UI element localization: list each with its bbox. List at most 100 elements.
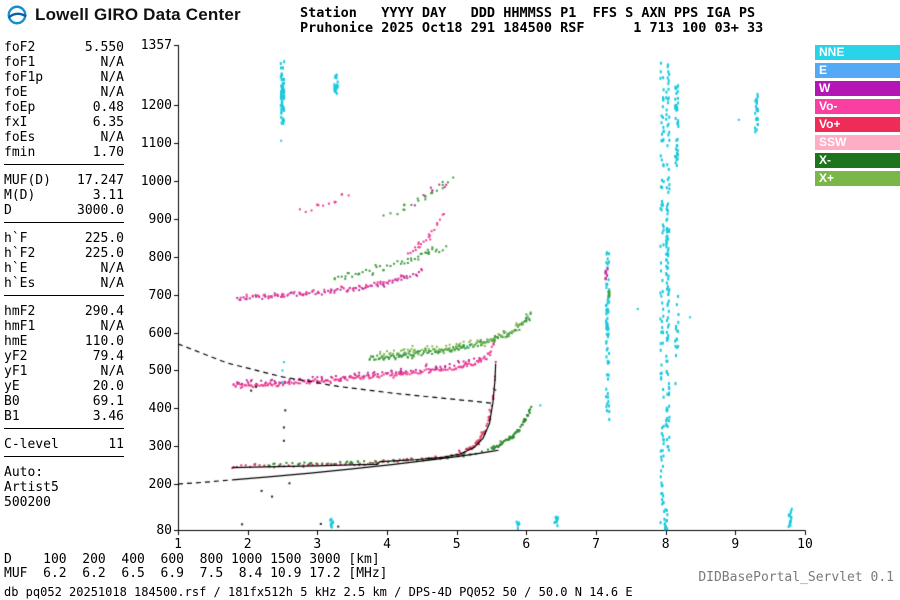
param-row: M(D) 3.11 [4,188,124,203]
param-row: h`F 225.0 [4,231,124,246]
y-tick-label: 200 [148,477,172,493]
station-header-columns: Station YYYY DAY DDD HHMMSS P1 FFS S AXN… [300,5,756,21]
y-tick-label: 1357 [140,38,172,53]
param-row: yF2 79.4 [4,349,124,364]
x-tick-label: 6 [522,537,531,552]
param-value: 225.0 [84,246,124,261]
panel-separator [4,295,124,296]
param-row: C-level 11 [4,437,124,452]
param-row: foEp 0.48 [4,100,124,115]
param-row: hmF2 290.4 [4,304,124,319]
param-label: h`F [4,231,28,246]
legend-item-ssw: SSW [815,135,900,150]
param-value: N/A [100,261,124,276]
servlet-version-label: DIDBasePortal_Servlet 0.1 [698,570,894,585]
x-tick-label: 10 [797,537,813,552]
param-row: Auto: [4,465,124,480]
param-row: Artist5 [4,480,124,495]
param-value: 79.4 [92,349,124,364]
param-value: 5.550 [84,40,124,55]
param-label: foEs [4,130,36,145]
param-label: MUF(D) [4,173,51,188]
param-value: N/A [100,55,124,70]
legend-item-vo-: Vo- [815,99,900,114]
param-label: yF1 [4,364,28,379]
param-label: fxI [4,115,28,130]
brand-header: Lowell GIRO Data Center [6,4,241,26]
param-value: N/A [100,70,124,85]
x-tick-label: 1 [174,537,182,552]
y-tick-label: 1000 [140,173,172,189]
param-label: hmF1 [4,319,36,334]
param-value: 1.70 [92,145,124,160]
param-row: fmin 1.70 [4,145,124,160]
param-label: foF1 [4,55,36,70]
param-value: 290.4 [84,304,124,319]
param-label: h`Es [4,276,36,291]
param-row: MUF(D) 17.247 [4,173,124,188]
param-value: 3000.0 [77,203,124,218]
param-value: 69.1 [92,394,124,409]
param-label: foF2 [4,40,36,55]
param-label: B1 [4,409,20,424]
legend-item-e: E [815,63,900,78]
ionogram-canvas [170,40,810,540]
y-tick-label: 1100 [140,135,172,151]
station-header-values: Pruhonice 2025 Oct18 291 184500 RSF 1 71… [300,20,764,36]
param-label: C-level [4,437,59,452]
param-value: N/A [100,85,124,100]
param-label: D [4,203,12,218]
y-tick-label: 400 [148,401,172,417]
param-row: B0 69.1 [4,394,124,409]
param-label: foEp [4,100,36,115]
y-tick-label: 800 [148,249,172,265]
param-row: fxI 6.35 [4,115,124,130]
param-label: h`E [4,261,28,276]
param-value: 11 [108,437,124,452]
x-tick-label: 3 [313,537,322,552]
param-row: foF2 5.550 [4,40,124,55]
param-value: 3.11 [92,188,124,203]
param-row: B1 3.46 [4,409,124,424]
param-label: fmin [4,145,36,160]
page-title: Lowell GIRO Data Center [35,5,241,24]
param-label: Auto: [4,465,44,480]
y-tick-label: 700 [148,287,172,303]
param-label: Artist5 [4,480,59,495]
ionogram-status-line: db pq052 20251018 184500.rsf / 181fx512h… [4,585,633,599]
param-value: N/A [100,130,124,145]
param-label: B0 [4,394,20,409]
param-row: foE N/A [4,85,124,100]
param-row: h`E N/A [4,261,124,276]
param-row: foF1 N/A [4,55,124,70]
param-label: yE [4,379,20,394]
param-row: D 3000.0 [4,203,124,218]
param-label: 500200 [4,495,51,510]
ionogram-plot [170,40,810,540]
y-tick-label: 600 [148,325,172,341]
param-value: 110.0 [84,334,124,349]
param-value: 6.35 [92,115,124,130]
panel-separator [4,428,124,429]
param-row: 500200 [4,495,124,510]
x-tick-label: 5 [452,537,461,552]
x-tick-label: 2 [243,537,252,552]
param-label: yF2 [4,349,28,364]
param-value: N/A [100,276,124,291]
polarization-legend: NNE E W Vo- Vo+ SSW X- X+ [815,45,900,189]
param-row: yE 20.0 [4,379,124,394]
panel-separator [4,164,124,165]
legend-item-x-: X- [815,153,900,168]
muf-row: MUF 6.2 6.2 6.5 6.9 7.5 8.4 10.9 17.2 [M… [4,566,388,581]
param-row: foF1p N/A [4,70,124,85]
param-value: 17.247 [77,173,124,188]
param-label: M(D) [4,188,36,203]
param-value: N/A [100,364,124,379]
x-tick-label: 7 [592,537,600,552]
param-label: foE [4,85,28,100]
panel-separator [4,222,124,223]
legend-item-nne: NNE [815,45,900,60]
param-label: hmE [4,334,28,349]
distance-row: D 100 200 400 600 800 1000 1500 3000 [km… [4,552,380,567]
